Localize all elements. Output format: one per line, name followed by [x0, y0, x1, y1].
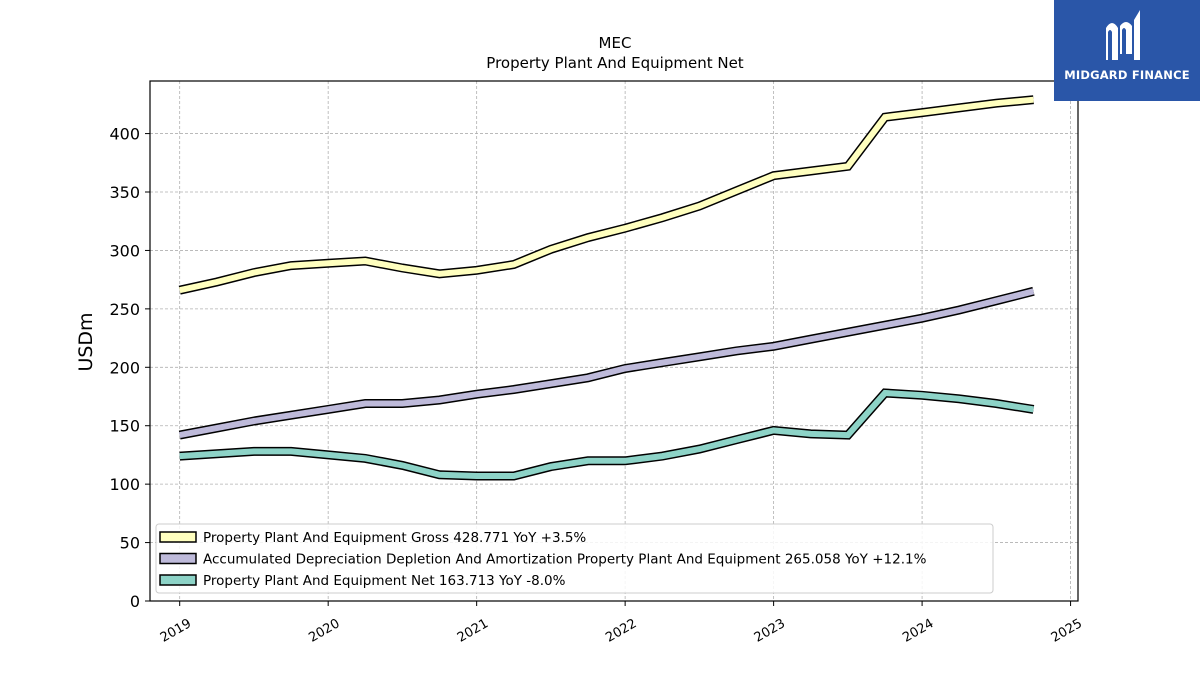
x-tick-label: 2020: [306, 616, 342, 646]
y-tick-label: 400: [109, 125, 140, 144]
chart-company: MEC: [599, 34, 632, 52]
y-tick-label: 150: [109, 417, 140, 436]
logo-mark-icon: [1106, 10, 1140, 60]
y-tick-label: 100: [109, 475, 140, 494]
plot-frame: [149, 80, 1079, 602]
axes: 0 50 100 150 200 250 300 350 400 2019 2020 2021 2022…: [109, 125, 1084, 646]
legend-label: Property Plant And Equipment Gross 428.7…: [203, 530, 586, 546]
x-tick-label: 2025: [1049, 616, 1085, 646]
y-tick-label: 350: [109, 183, 140, 202]
x-tick-label: 2022: [603, 616, 639, 646]
legend-swatch: [159, 531, 197, 543]
chart-title: Property Plant And Equipment Net: [486, 54, 743, 72]
x-tick-label: 2019: [158, 616, 194, 646]
y-tick-label: 200: [109, 358, 140, 377]
legend-swatch: [159, 574, 197, 586]
legend-label: Accumulated Depreciation Depletion And A…: [203, 552, 927, 568]
y-axis-label: USDm: [75, 312, 97, 371]
series-line-1: [179, 96, 1034, 294]
x-tick-label: 2023: [752, 616, 788, 646]
legend-swatch: [159, 552, 197, 565]
x-tick-label: 2024: [900, 616, 936, 646]
y-tick-label: 0: [130, 592, 140, 611]
series-line-2: [179, 288, 1035, 439]
legend-label: Property Plant And Equipment Net 163.713…: [203, 573, 566, 589]
brand-name: MIDGARD FINANCE: [1064, 68, 1190, 82]
x-tick-label: 2021: [455, 616, 491, 646]
brand-logo: MIDGARD FINANCE: [1054, 0, 1200, 101]
grid: [150, 81, 1078, 602]
series-layer: [178, 95, 1035, 481]
y-tick-label: 300: [109, 241, 140, 260]
y-tick-label: 250: [109, 300, 140, 319]
series-line-3: [179, 389, 1034, 479]
y-tick-label: 50: [120, 534, 140, 553]
legend: Property Plant And Equipment Gross 428.7…: [155, 523, 994, 594]
legend-box: [155, 523, 994, 594]
